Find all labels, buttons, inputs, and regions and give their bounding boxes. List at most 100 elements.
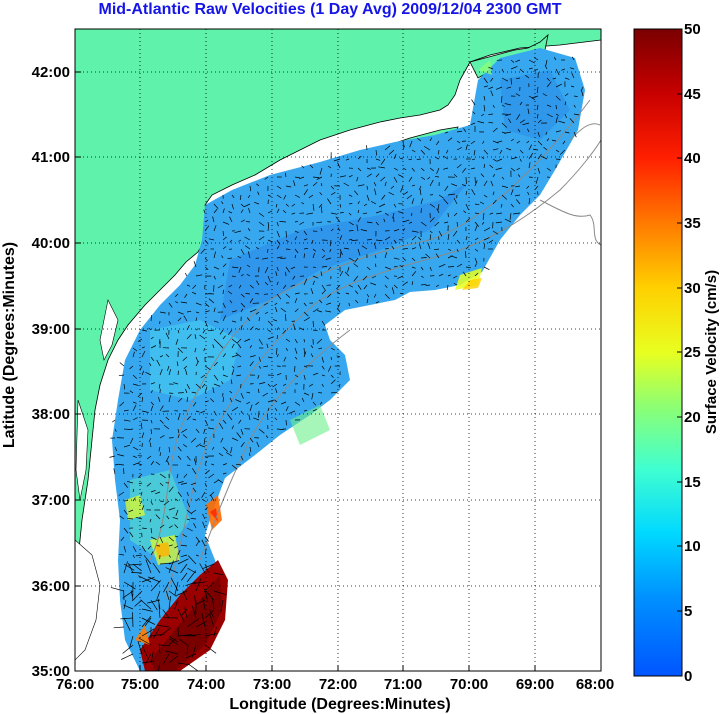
velocity-vector xyxy=(266,343,269,349)
velocity-vector xyxy=(258,365,262,369)
velocity-vector xyxy=(366,185,368,190)
velocity-vector xyxy=(153,626,161,639)
velocity-vector xyxy=(150,356,155,362)
velocity-vector xyxy=(336,291,341,295)
velocity-vector xyxy=(348,257,355,262)
velocity-vector xyxy=(204,310,210,313)
velocity-vector xyxy=(120,536,125,542)
velocity-vector xyxy=(246,391,251,394)
velocity-vector xyxy=(145,559,152,574)
velocity-vector xyxy=(237,343,242,349)
velocity-vector xyxy=(420,198,423,205)
velocity-vector xyxy=(140,422,143,430)
velocity-vector xyxy=(211,463,215,466)
velocity-vector xyxy=(177,608,185,622)
velocity-vector xyxy=(240,428,244,435)
velocity-vector xyxy=(248,207,251,214)
velocity-vector xyxy=(255,311,260,315)
velocity-vector xyxy=(236,338,242,344)
velocity-vector xyxy=(167,460,170,466)
velocity-vector xyxy=(471,189,476,196)
velocity-vector xyxy=(219,329,224,335)
velocity-vector xyxy=(213,361,218,367)
velocity-vector xyxy=(141,608,153,612)
velocity-vector xyxy=(203,437,206,445)
velocity-vector xyxy=(275,203,278,208)
velocity-vector xyxy=(123,419,131,422)
velocity-vector xyxy=(240,293,245,298)
velocity-vector xyxy=(337,302,341,308)
velocity-vector xyxy=(374,254,377,259)
velocity-vector xyxy=(378,203,386,208)
velocity-vector xyxy=(199,563,206,574)
velocity-vector xyxy=(256,183,260,187)
velocity-vector xyxy=(411,167,415,172)
velocity-vector xyxy=(285,293,291,298)
velocity-vector xyxy=(203,428,206,434)
velocity-vector xyxy=(299,221,305,225)
velocity-vector xyxy=(363,284,368,290)
velocity-vector xyxy=(348,212,352,216)
velocity-vector xyxy=(167,365,170,371)
velocity-vector xyxy=(411,281,414,286)
velocity-vector xyxy=(158,643,161,655)
velocity-vector xyxy=(137,640,143,655)
velocity-vector xyxy=(528,162,531,169)
velocity-vector xyxy=(186,618,200,628)
velocity-vector xyxy=(168,590,177,597)
velocity-vector xyxy=(465,246,469,250)
velocity-vector xyxy=(573,95,578,97)
velocity-vector xyxy=(456,221,459,227)
velocity-vector xyxy=(132,488,135,493)
velocity-vector xyxy=(123,581,136,590)
velocity-vector xyxy=(330,356,333,361)
x-tick-label: 75:00 xyxy=(121,676,159,693)
colorbar-tick-label: 50 xyxy=(684,21,701,38)
velocity-vector xyxy=(496,158,503,162)
velocity-vector xyxy=(390,185,395,189)
velocity-vector xyxy=(425,253,431,259)
velocity-vector xyxy=(343,182,350,187)
velocity-vector xyxy=(267,248,269,253)
velocity-vector xyxy=(235,399,242,403)
velocity-vector xyxy=(276,208,280,214)
velocity-vector xyxy=(276,266,279,272)
velocity-vector xyxy=(264,176,269,180)
y-tick-label: 39:00 xyxy=(32,321,70,338)
velocity-vector xyxy=(274,306,278,313)
velocity-vector xyxy=(231,437,239,442)
velocity-vector xyxy=(141,432,145,439)
velocity-vector xyxy=(212,598,215,610)
velocity-vector xyxy=(132,417,138,421)
velocity-vector xyxy=(213,410,217,416)
velocity-vector xyxy=(384,212,389,216)
velocity-vector xyxy=(290,266,296,270)
velocity-vector xyxy=(555,116,558,124)
velocity-vector xyxy=(384,252,388,259)
velocity-vector xyxy=(217,342,224,349)
velocity-vector xyxy=(123,409,129,412)
velocity-vector xyxy=(238,239,242,242)
velocity-vector xyxy=(201,383,206,388)
velocity-vector xyxy=(374,188,377,196)
velocity-vector xyxy=(222,410,227,413)
velocity-vector xyxy=(109,455,116,458)
velocity-vector xyxy=(285,347,289,352)
velocity-vector xyxy=(327,293,332,298)
velocity-vector xyxy=(168,655,179,664)
velocity-vector xyxy=(438,263,446,268)
velocity-vector xyxy=(195,554,199,557)
velocity-vector xyxy=(288,410,296,415)
velocity-vector xyxy=(298,176,305,180)
velocity-vector xyxy=(543,146,548,151)
velocity-vector xyxy=(312,266,317,269)
velocity-vector xyxy=(285,230,287,238)
velocity-vector xyxy=(180,544,188,547)
velocity-vector xyxy=(195,311,200,314)
velocity-vector xyxy=(258,356,261,362)
x-tick-label: 74:00 xyxy=(187,676,225,693)
velocity-vector xyxy=(263,365,269,368)
velocity-vector xyxy=(229,216,233,223)
velocity-vector xyxy=(564,77,570,80)
velocity-vector xyxy=(366,145,368,151)
